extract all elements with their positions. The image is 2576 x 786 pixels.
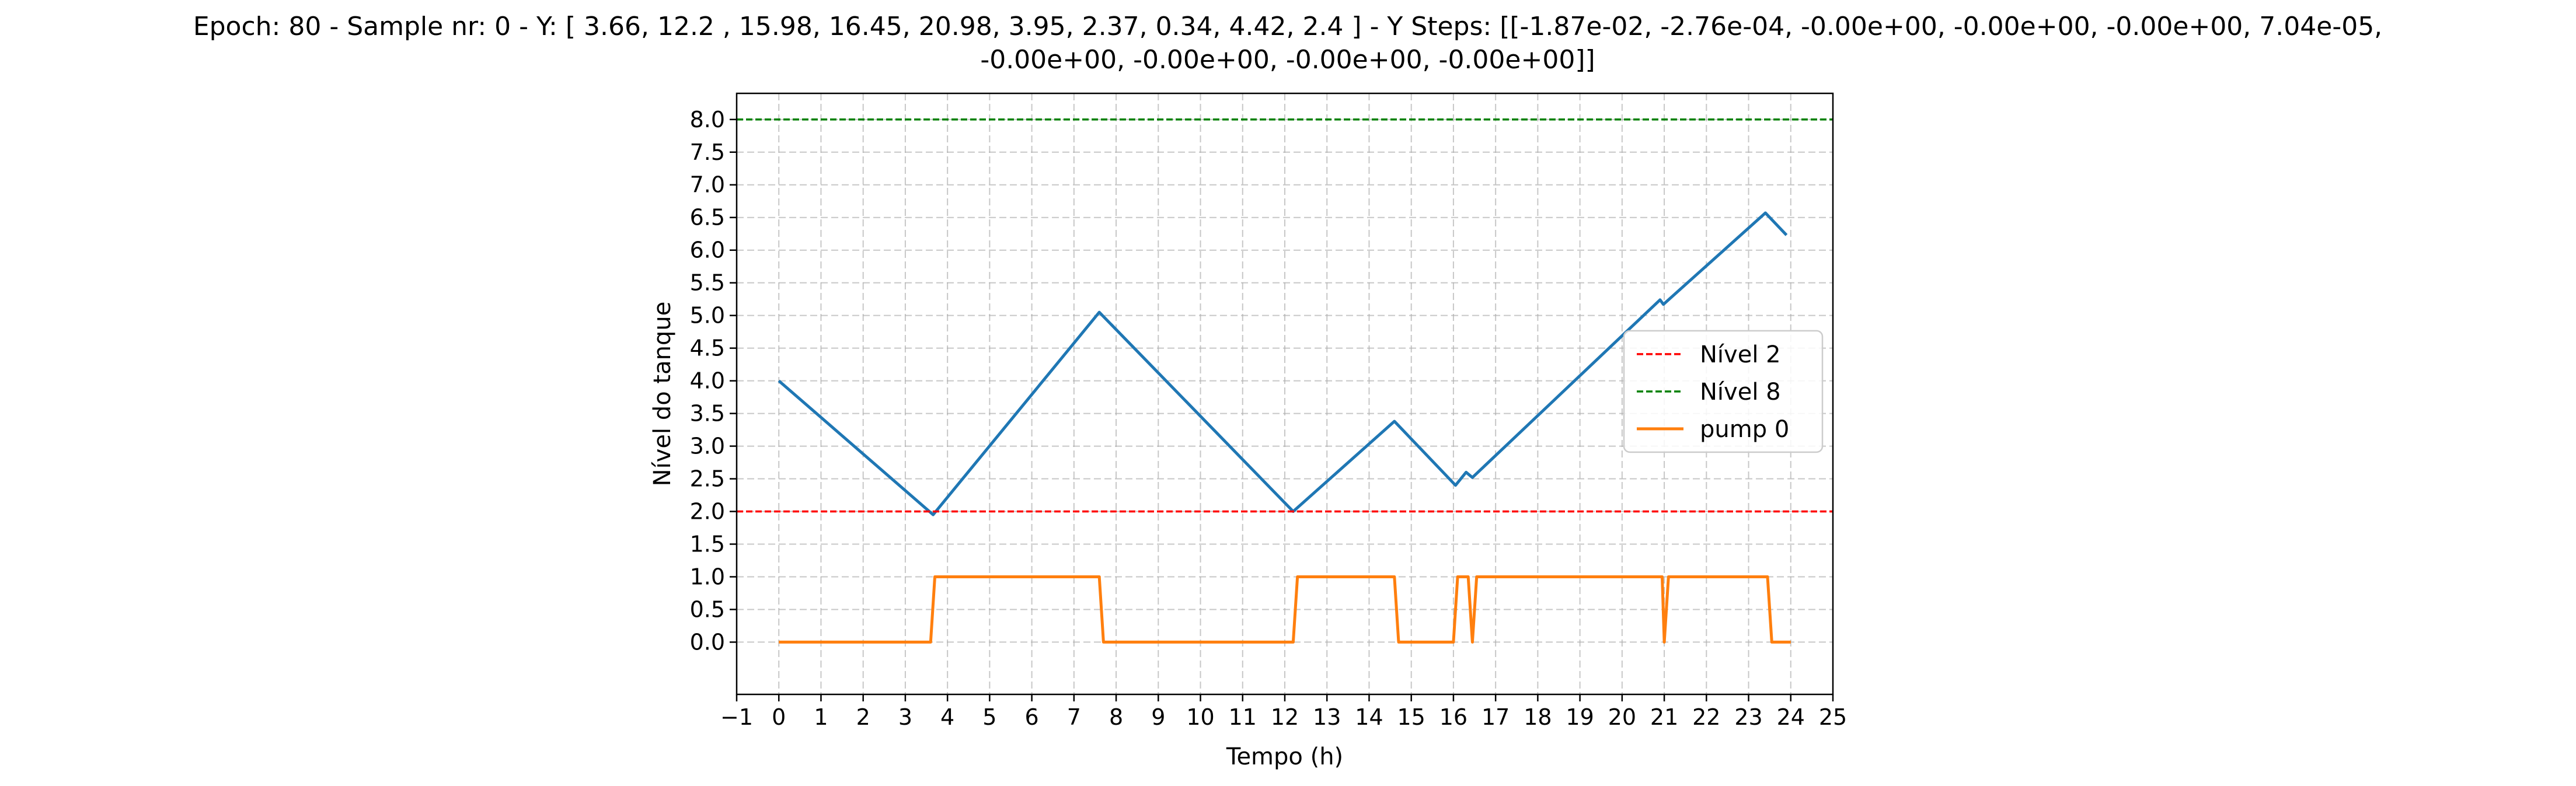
x-tick-label: 11	[1229, 704, 1257, 730]
y-tick-label: 2.0	[690, 499, 725, 525]
x-tick-label: 20	[1608, 704, 1636, 730]
legend-label-pump-0: pump 0	[1700, 416, 1789, 443]
x-tick-label: 22	[1692, 704, 1720, 730]
y-tick-label: 3.5	[690, 401, 725, 427]
title-line-2: -0.00e+00, -0.00e+00, -0.00e+00, -0.00e+…	[980, 45, 1595, 75]
y-axis-label: Nível do tanque	[649, 302, 676, 487]
x-tick-label: 21	[1650, 704, 1678, 730]
x-tick-label: 12	[1271, 704, 1299, 730]
x-tick-label: 1	[814, 704, 828, 730]
x-axis-label: Tempo (h)	[1226, 743, 1343, 770]
x-axis: −1 0 1 2 3 4 5 6 7 8 9 10 11 12 13 14 15 16 17 18 19 20 21 22 23…	[720, 694, 1847, 730]
legend: Nível 2 Nível 8 pump 0	[1623, 330, 1824, 453]
chart-title: Epoch: 80 - Sample nr: 0 - Y: [ 3.66, 12…	[193, 12, 2382, 75]
y-tick-label: 0.0	[690, 629, 725, 655]
y-tick-label: 4.0	[690, 368, 725, 394]
x-tick-label: 9	[1151, 704, 1165, 730]
y-tick-label: 5.0	[690, 303, 725, 329]
x-tick-label: 6	[1025, 704, 1039, 730]
x-tick-label: 10	[1186, 704, 1214, 730]
x-tick-label: 3	[898, 704, 912, 730]
pump-0-series-line	[779, 575, 1791, 644]
legend-label-n-vel-2: Nível 2	[1700, 341, 1781, 368]
y-tick-label: 1.5	[690, 532, 725, 557]
x-tick-label: 16	[1439, 704, 1467, 730]
y-tick-label: 3.0	[690, 434, 725, 459]
x-tick-label: 18	[1524, 704, 1552, 730]
x-tick-label: 25	[1819, 704, 1847, 730]
x-tick-label: 15	[1397, 704, 1425, 730]
legend-frame	[1623, 330, 1824, 453]
x-tick-label: 5	[982, 704, 996, 730]
y-tick-label: 7.0	[690, 172, 725, 198]
x-tick-label: 19	[1566, 704, 1594, 730]
y-tick-label: 8.0	[690, 107, 725, 132]
x-tick-label: 13	[1313, 704, 1341, 730]
x-tick-label: 14	[1355, 704, 1383, 730]
x-tick-label: 4	[940, 704, 954, 730]
y-tick-label: 4.5	[690, 336, 725, 361]
y-tick-label: 2.5	[690, 466, 725, 492]
x-tick-label: 8	[1109, 704, 1123, 730]
x-tick-label: 7	[1067, 704, 1081, 730]
y-tick-label: 5.5	[690, 270, 725, 296]
x-tick-label: 23	[1734, 704, 1762, 730]
y-tick-label: 6.0	[690, 237, 725, 263]
title-line-1: Epoch: 80 - Sample nr: 0 - Y: [ 3.66, 12…	[193, 12, 2382, 41]
x-tick-label: −1	[720, 704, 753, 730]
y-tick-label: 1.0	[690, 564, 725, 589]
y-tick-label: 7.5	[690, 139, 725, 165]
legend-label-n-vel-8: Nível 8	[1700, 379, 1781, 406]
x-tick-label: 24	[1777, 704, 1805, 730]
x-tick-label: 0	[772, 704, 786, 730]
y-axis: 0.0 0.5 1.0 1.5 2.0 2.5 3.0 3.5 4.0 4.5 5.0 5.5 6.0 6…	[690, 107, 737, 655]
plot-lines	[737, 118, 1833, 644]
x-tick-label: 2	[856, 704, 870, 730]
y-tick-label: 0.5	[690, 596, 725, 622]
tank-level-series-line	[778, 211, 1788, 516]
x-tick-label: 17	[1482, 704, 1510, 730]
y-tick-label: 6.5	[690, 205, 725, 230]
